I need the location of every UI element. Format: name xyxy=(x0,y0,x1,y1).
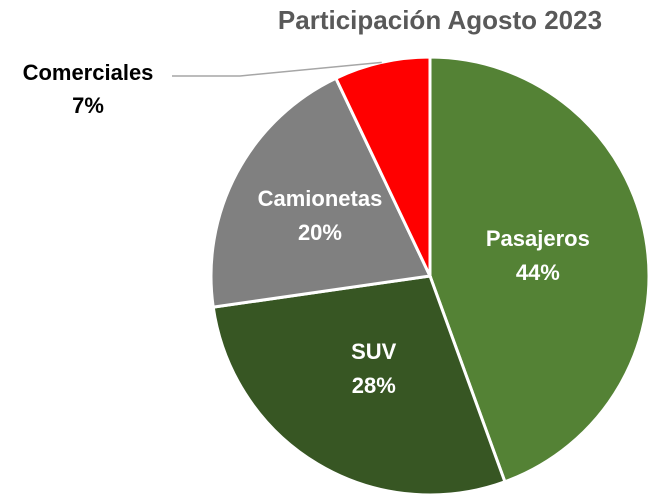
pie-slice xyxy=(333,55,432,277)
leader-line xyxy=(172,61,382,77)
pie-slice xyxy=(428,55,649,484)
pie-slice xyxy=(209,76,433,309)
slice-label: Comerciales xyxy=(23,60,154,85)
chart-title: Participación Agosto 2023 xyxy=(278,5,602,35)
pie-slice xyxy=(211,274,507,497)
slice-value: 7% xyxy=(72,93,104,118)
slice-label: Pasajeros xyxy=(486,226,590,251)
slice-value: 20% xyxy=(298,220,342,245)
slice-value: 28% xyxy=(352,373,396,398)
slice-label: SUV xyxy=(351,339,397,364)
slice-value: 44% xyxy=(516,260,560,285)
slice-label: Camionetas xyxy=(258,186,383,211)
